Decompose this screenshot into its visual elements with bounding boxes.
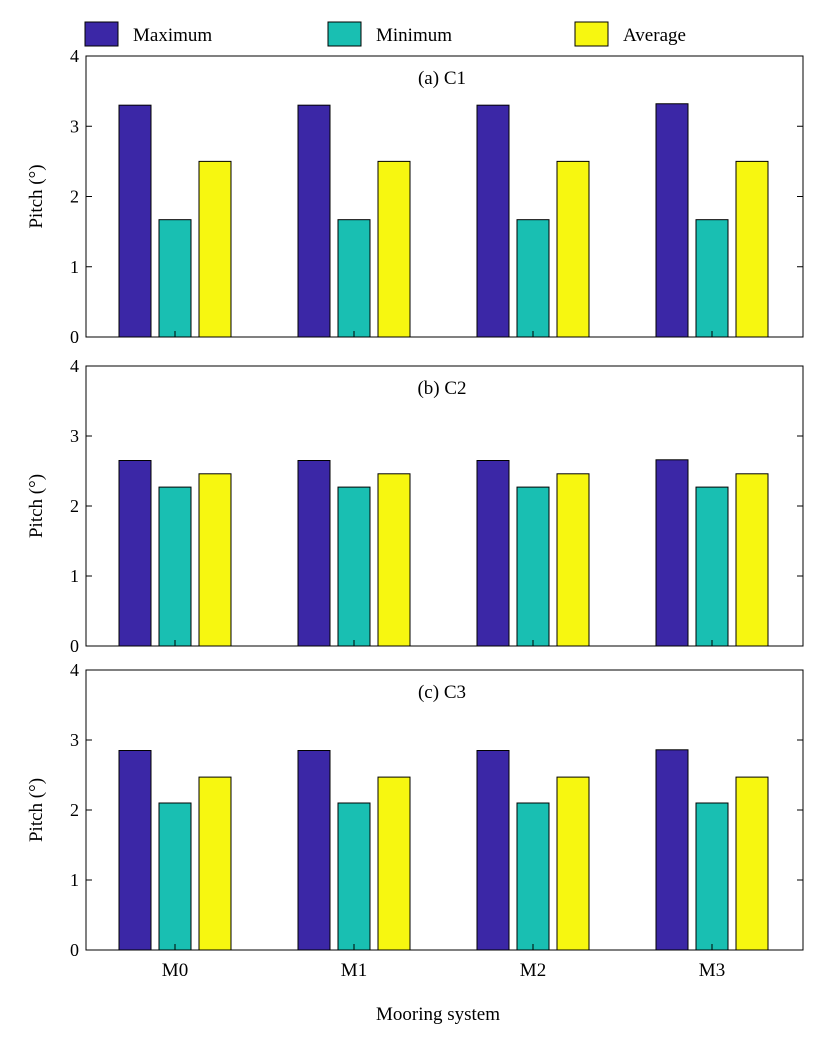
bar-b-c2-m0-minimum xyxy=(158,486,192,647)
bar-c-c3-m2-minimum xyxy=(516,802,550,951)
bar-c-c3-m2-maximum xyxy=(476,750,510,951)
y-tick-label: 2 xyxy=(70,496,79,516)
x-axis-label: Mooring system xyxy=(376,1004,500,1025)
y-tick-label: 4 xyxy=(70,660,79,680)
bar-c-c3-m3-average xyxy=(735,776,769,951)
plot-frame xyxy=(85,365,804,647)
y-axis-label: Pitch (°) xyxy=(26,778,47,842)
y-tick-label: 4 xyxy=(70,356,79,376)
bar-b-c2-m0-maximum xyxy=(118,460,152,647)
bar-b-c2-m1-average xyxy=(377,473,411,647)
bar-a-c1-m3-maximum xyxy=(655,103,689,338)
chart-panels: 0 1 2 3 4 (a) C1 Pitch (°) 0 1 2 3 4 (b) C2 Pitch (°)… xyxy=(26,46,804,981)
bar-c-c3-m3-maximum xyxy=(655,749,689,951)
legend-swatch-maximum xyxy=(84,21,119,47)
y-tick-label: 0 xyxy=(70,327,79,347)
y-tick-label: 3 xyxy=(70,116,79,136)
bar-b-c2-m0-average xyxy=(198,473,232,647)
legend-label-minimum: Minimum xyxy=(376,25,452,46)
bar-b-c2-m2-average xyxy=(556,473,590,647)
legend: Maximum Minimum Average xyxy=(84,21,686,47)
panel-a-c1: 0 1 2 3 4 (a) C1 Pitch (°) xyxy=(26,46,804,347)
bar-a-c1-m2-average xyxy=(556,160,590,338)
bar-c-c3-m0-average xyxy=(198,776,232,951)
plot-frame xyxy=(85,669,804,951)
bar-a-c1-m0-maximum xyxy=(118,104,152,338)
bar-c-c3-m0-maximum xyxy=(118,750,152,951)
y-tick-label: 1 xyxy=(70,257,79,277)
panel-c-c3: 0 1 2 3 4 M0 M1 M2 M3 (c) C3 Pitch (°) xyxy=(26,660,804,981)
panel-title: (b) C2 xyxy=(417,378,466,399)
bar-a-c1-m3-minimum xyxy=(695,219,729,338)
legend-swatch-minimum xyxy=(327,21,362,47)
bar-c-c3-m2-average xyxy=(556,776,590,951)
y-tick-label: 0 xyxy=(70,636,79,656)
bar-a-c1-m1-minimum xyxy=(337,219,371,338)
bar-b-c2-m2-minimum xyxy=(516,486,550,647)
bar-c-c3-m0-minimum xyxy=(158,802,192,951)
bar-b-c2-m1-maximum xyxy=(297,460,331,647)
legend-label-average: Average xyxy=(623,25,686,46)
y-axis-label: Pitch (°) xyxy=(26,164,47,228)
y-axis-label: Pitch (°) xyxy=(26,474,47,538)
x-tick-label-m1: M1 xyxy=(341,960,367,981)
x-tick-label-m3: M3 xyxy=(699,960,725,981)
y-tick-label: 1 xyxy=(70,870,79,890)
bar-a-c1-m1-maximum xyxy=(297,104,331,338)
bar-b-c2-m3-minimum xyxy=(695,486,729,647)
y-tick-label: 3 xyxy=(70,426,79,446)
y-tick-label: 0 xyxy=(70,940,79,960)
x-tick-label-m0: M0 xyxy=(162,960,188,981)
bar-b-c2-m2-maximum xyxy=(476,460,510,647)
bar-a-c1-m2-maximum xyxy=(476,104,510,338)
x-tick-label-m2: M2 xyxy=(520,960,546,981)
y-tick-label: 4 xyxy=(70,46,79,66)
bar-a-c1-m3-average xyxy=(735,160,769,338)
bar-a-c1-m0-average xyxy=(198,160,232,338)
y-tick-label: 3 xyxy=(70,730,79,750)
bar-b-c2-m3-average xyxy=(735,473,769,647)
y-tick-label: 1 xyxy=(70,566,79,586)
bar-c-c3-m3-minimum xyxy=(695,802,729,951)
legend-label-maximum: Maximum xyxy=(133,25,212,46)
bar-b-c2-m1-minimum xyxy=(337,486,371,647)
panel-b-c2: 0 1 2 3 4 (b) C2 Pitch (°) xyxy=(26,356,804,656)
y-tick-label: 2 xyxy=(70,187,79,207)
bar-a-c1-m0-minimum xyxy=(158,219,192,338)
panel-title: (c) C3 xyxy=(418,682,466,703)
bar-c-c3-m1-maximum xyxy=(297,750,331,951)
bar-c-c3-m1-average xyxy=(377,776,411,951)
plot-frame xyxy=(85,55,804,338)
bar-c-c3-m1-minimum xyxy=(337,802,371,951)
bar-a-c1-m2-minimum xyxy=(516,219,550,338)
panel-title: (a) C1 xyxy=(418,68,466,89)
bar-b-c2-m3-maximum xyxy=(655,459,689,647)
y-tick-label: 2 xyxy=(70,800,79,820)
bar-a-c1-m1-average xyxy=(377,160,411,338)
legend-swatch-average xyxy=(574,21,609,47)
